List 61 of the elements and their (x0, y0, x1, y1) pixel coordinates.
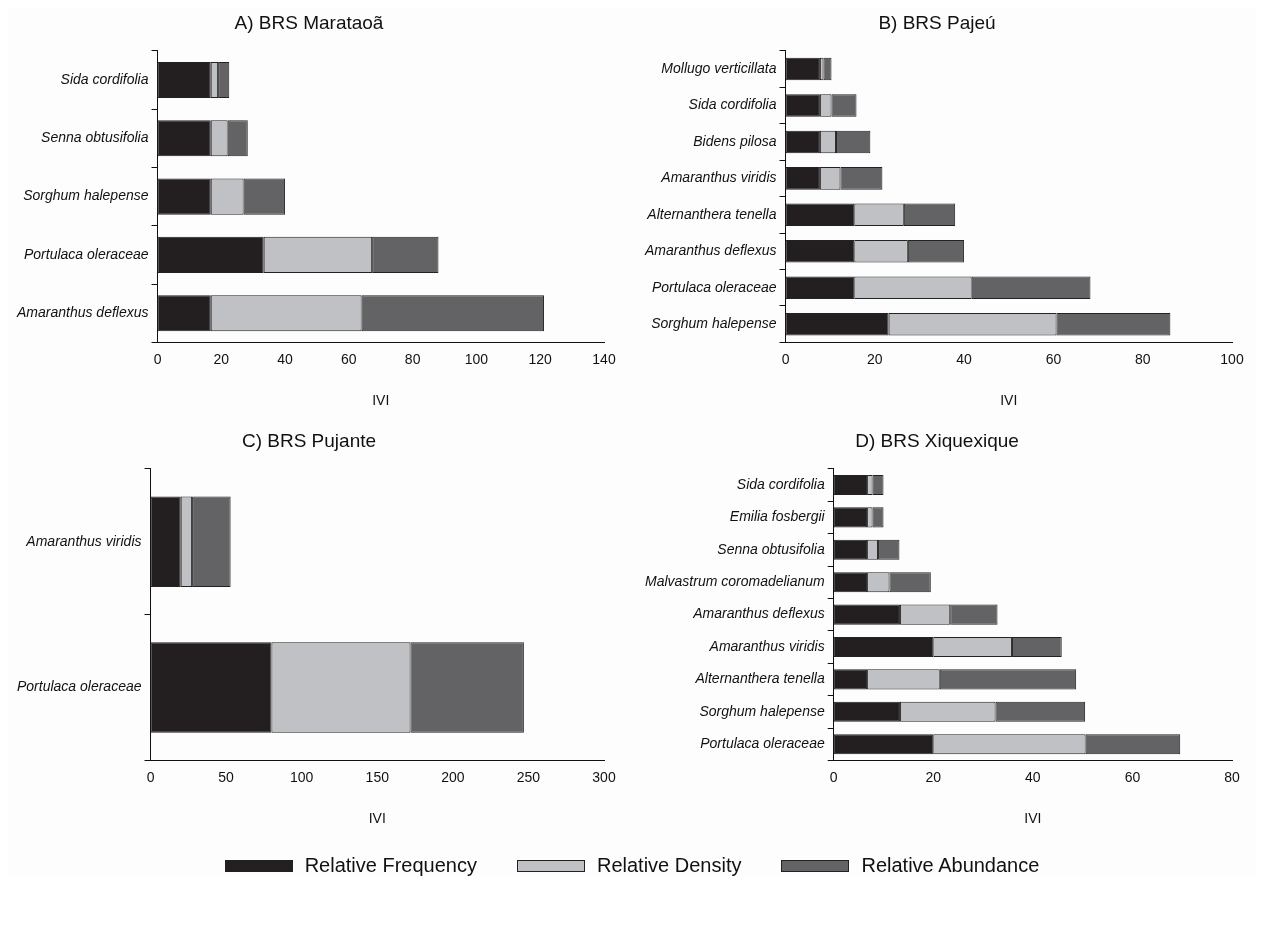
x-tick-label: 300 (592, 768, 616, 785)
x-tick-label: 40 (956, 350, 973, 367)
x-tick-label: 20 (867, 350, 883, 367)
y-tick-label: Alternanthera tenella (694, 670, 825, 687)
x-tick-label: 40 (277, 350, 294, 367)
x-axis-title: IVI (368, 810, 386, 827)
x-tick-label: 60 (1124, 768, 1141, 785)
legend-label: Relative Density (596, 854, 742, 877)
x-tick-label: 0 (829, 768, 838, 785)
x-tick-label: 140 (592, 350, 616, 367)
x-tick-label: 80 (404, 350, 421, 367)
x-tick-label: 40 (1025, 768, 1041, 785)
y-tick-label: Bidens pilosa (693, 132, 777, 149)
y-tick-label: Emilia fosbergii (729, 508, 826, 525)
y-tick-label: Amaranthus viridis (25, 532, 142, 549)
x-axis-title: IVI (372, 392, 390, 409)
legend-label: Relative Frequency (304, 854, 477, 877)
x-tick-label: 50 (218, 768, 235, 785)
y-tick-label: Sorghum halepense (23, 187, 149, 204)
x-tick-label: 0 (781, 350, 790, 367)
y-tick-label: Sida cordifolia (736, 475, 825, 492)
y-tick-label: Portulaca oleraceae (16, 678, 142, 695)
y-tick-label: Mollugo verticillata (661, 59, 777, 76)
x-tick-label: 80 (1134, 350, 1151, 367)
x-axis-title: IVI (1000, 392, 1018, 409)
chart-title: B) BRS Pajeú (878, 11, 996, 33)
x-tick-label: 0 (153, 350, 162, 367)
y-tick-label: Alternanthera tenella (646, 205, 777, 222)
y-tick-label: Sorghum halepense (651, 315, 777, 332)
y-tick-label: Amaranthus deflexus (643, 242, 777, 259)
legend-label: Relative Abundance (861, 854, 1040, 877)
chart-title: C) BRS Pujante (241, 429, 377, 451)
y-tick-label: Amaranthus deflexus (692, 605, 825, 622)
y-tick-label: Senna obtusifolia (41, 129, 149, 146)
x-tick-label: 100 (1220, 350, 1244, 367)
x-tick-label: 120 (528, 350, 553, 367)
x-tick-label: 20 (213, 350, 230, 367)
x-tick-label: 100 (290, 768, 314, 785)
y-tick-label: Sorghum halepense (699, 702, 825, 719)
y-tick-label: Amaranthus viridis (660, 169, 777, 186)
x-tick-label: 80 (1224, 768, 1240, 785)
x-tick-label: 100 (464, 350, 489, 367)
x-tick-label: 250 (516, 768, 541, 785)
y-tick-label: Malvastrum coromadelianum (645, 573, 826, 590)
y-tick-label: Senna obtusifolia (717, 540, 825, 557)
x-tick-label: 60 (1045, 350, 1062, 367)
y-tick-label: Sida cordifolia (688, 96, 777, 113)
x-tick-label: 200 (441, 768, 465, 785)
x-tick-label: 60 (341, 350, 357, 367)
y-tick-label: Portulaca oleraceae (23, 245, 149, 262)
y-tick-label: Amaranthus viridis (708, 637, 825, 654)
x-tick-label: 20 (925, 768, 942, 785)
x-tick-label: 0 (146, 768, 155, 785)
chart-title: A) BRS Marataoã (234, 11, 384, 33)
y-tick-label: Portulaca oleraceae (651, 278, 777, 295)
x-axis-title: IVI (1024, 810, 1042, 827)
x-tick-label: 150 (365, 768, 390, 785)
y-tick-label: Sida cordifolia (60, 70, 149, 87)
y-tick-label: Amaranthus deflexus (15, 304, 149, 321)
y-tick-label: Portulaca oleraceae (700, 735, 825, 752)
chart-title: D) BRS Xiquexique (855, 429, 1019, 451)
